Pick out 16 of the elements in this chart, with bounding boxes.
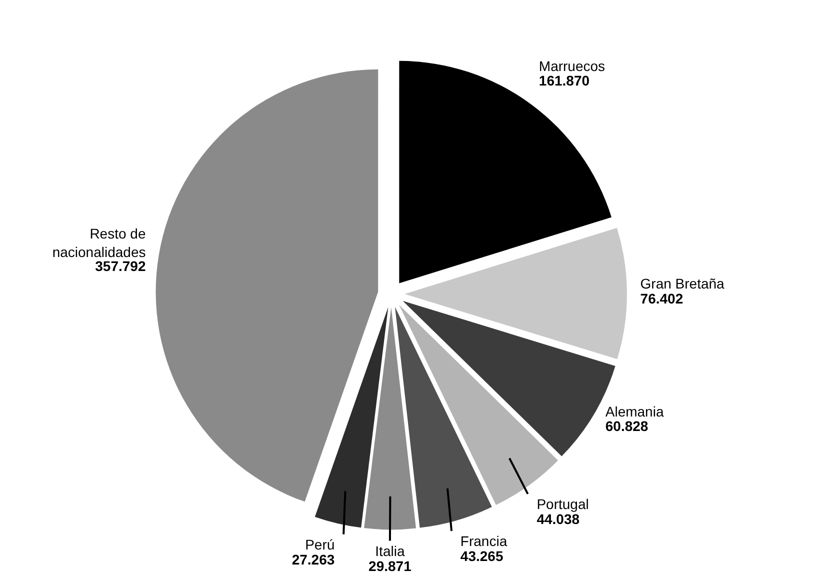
data-label: 27.263 — [292, 551, 335, 568]
data-label: 29.871 — [368, 558, 412, 574]
data-label: 44.038 — [536, 510, 580, 527]
data-label: 161.870 — [538, 72, 590, 89]
data-label: 43.265 — [460, 548, 504, 564]
slice-label: Gran Bretaña — [640, 276, 725, 292]
slice-label: Portugal — [536, 496, 589, 512]
slice-label: Resto de nacionalidades — [52, 226, 146, 260]
slice-label: Francia — [460, 533, 508, 550]
slice-label: Marruecos — [538, 58, 606, 74]
data-label: 60.828 — [605, 418, 648, 434]
data-label: 76.402 — [640, 290, 684, 306]
data-label: 357.792 — [95, 258, 146, 274]
slice-label: Alemania — [605, 403, 664, 420]
slice-label: Italia — [375, 543, 405, 560]
slice-label: Perú — [305, 536, 335, 553]
